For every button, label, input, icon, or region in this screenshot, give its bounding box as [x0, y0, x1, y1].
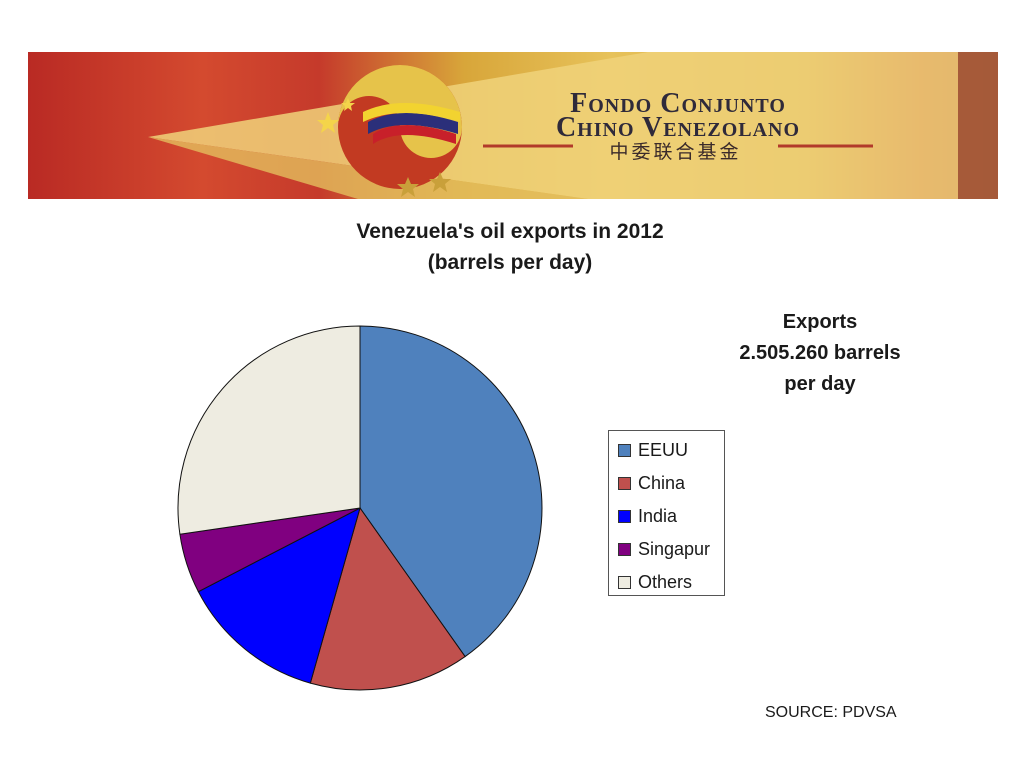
exports-value: 2.505.260 barrels [739, 342, 901, 364]
pie-slice-china [309, 506, 466, 691]
legend-item-singapur: Singapur [618, 539, 710, 559]
legend-swatch-singapur [618, 542, 631, 556]
exports-label: Exports [782, 311, 858, 333]
legend-item-others: Others [618, 572, 692, 592]
chart-legend: EEUU China India Singapur Others [608, 430, 725, 596]
legend-label-india: India [638, 505, 678, 526]
pie-slice-india [197, 507, 361, 684]
legend-swatch-india [618, 509, 631, 523]
pie-slice-others [177, 325, 361, 535]
banner-chinese-text: 中委联合基金 [609, 141, 742, 163]
legend-swatch-china [618, 476, 631, 490]
banner-title-line1: Fondo Conjunto [570, 88, 786, 119]
legend-label-others: Others [638, 571, 693, 592]
chart-title-block: Venezuela's oil exports in 2012 (barrels… [280, 216, 740, 278]
legend-swatch-others [618, 575, 631, 589]
header-banner: Fondo Conjunto Chino Venezolano 中委联合基金 [28, 52, 998, 199]
source-note: SOURCE: PDVSA [765, 704, 897, 721]
legend-swatch-eeuu [618, 443, 631, 457]
legend-item-china: China [618, 473, 685, 493]
chart-subtitle: (barrels per day) [427, 251, 593, 274]
pie-slice-eeuu [359, 325, 543, 658]
chart-title: Venezuela's oil exports in 2012 [356, 220, 664, 243]
legend-label-eeuu: EEUU [638, 439, 689, 460]
exports-note: Exports 2.505.260 barrels per day [720, 307, 920, 400]
exports-unit: per day [784, 373, 856, 395]
banner-graphic [148, 52, 998, 199]
legend-label-china: China [638, 472, 686, 493]
legend-item-india: India [618, 506, 677, 526]
legend-item-eeuu: EEUU [618, 440, 688, 460]
legend-label-singapur: Singapur [638, 538, 711, 559]
banner-title-line2: Chino Venezolano [555, 112, 801, 143]
